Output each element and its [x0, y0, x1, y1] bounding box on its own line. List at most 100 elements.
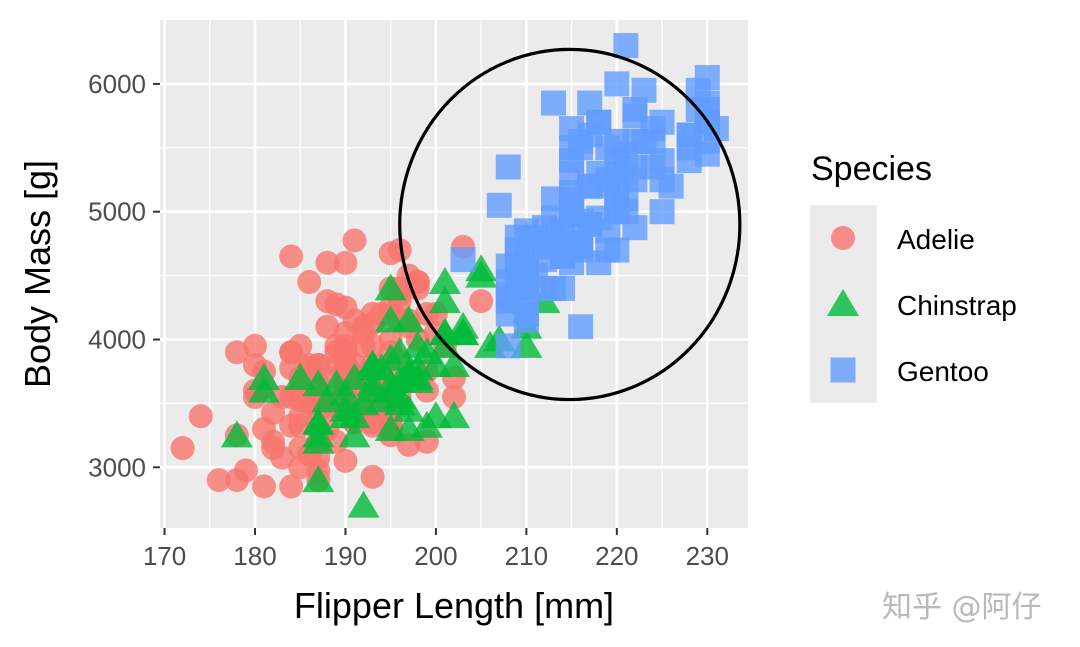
data-point-gentoo — [486, 192, 512, 218]
data-point-adelie — [224, 340, 249, 365]
data-point-adelie — [297, 269, 322, 294]
data-point-chinstrap — [428, 266, 461, 294]
data-point-chinstrap — [465, 260, 498, 288]
data-point-adelie — [442, 385, 466, 410]
data-point-adelie — [360, 464, 385, 489]
data-point-chinstrap — [374, 413, 407, 441]
data-point-chinstrap — [428, 286, 461, 314]
data-point-gentoo — [622, 215, 648, 241]
data-points — [170, 33, 729, 518]
data-point-chinstrap — [338, 362, 371, 390]
data-point-gentoo — [495, 333, 521, 359]
data-point-chinstrap — [374, 369, 407, 397]
data-point-gentoo — [504, 263, 530, 289]
legend-label-gentoo: Gentoo — [897, 356, 989, 387]
data-point-adelie — [469, 289, 494, 314]
data-point-chinstrap — [302, 465, 335, 493]
legend: Species Adelie Chinstrap Gentoo — [810, 150, 1017, 403]
data-point-gentoo — [541, 90, 567, 116]
y-axis: 3000 4000 5000 6000 — [88, 69, 160, 482]
data-point-chinstrap — [365, 385, 398, 413]
data-point-adelie — [252, 474, 277, 499]
data-point-chinstrap — [329, 401, 362, 429]
data-point-gentoo — [568, 314, 594, 340]
y-tick-label: 5000 — [88, 197, 146, 227]
data-point-gentoo — [577, 122, 603, 148]
data-point-adelie — [360, 413, 385, 438]
data-point-chinstrap — [248, 375, 281, 403]
data-point-gentoo — [613, 33, 639, 59]
confidence-ellipse-layer — [398, 47, 742, 402]
legend-label-adelie: Adelie — [897, 224, 975, 255]
legend-label-chinstrap: Chinstrap — [897, 290, 1017, 321]
data-point-gentoo — [595, 218, 621, 244]
data-point-adelie — [206, 468, 231, 493]
y-axis-title: Body Mass [g] — [17, 160, 58, 388]
data-point-adelie — [324, 292, 349, 317]
data-point-gentoo — [694, 141, 720, 167]
x-tick-label: 190 — [324, 541, 367, 571]
data-point-adelie — [333, 321, 358, 346]
data-point-gentoo — [649, 199, 675, 225]
data-point-chinstrap — [401, 353, 434, 381]
data-point-gentoo — [604, 71, 630, 97]
confidence-ellipse — [398, 47, 742, 402]
x-tick-label: 200 — [414, 541, 457, 571]
data-point-gentoo — [613, 186, 639, 212]
legend-key-gentoo — [830, 357, 856, 383]
data-point-adelie — [288, 455, 313, 480]
data-point-chinstrap — [438, 350, 470, 378]
data-point-gentoo — [550, 218, 576, 244]
data-point-adelie — [261, 400, 286, 425]
data-point-chinstrap — [220, 420, 253, 448]
data-point-adelie — [315, 314, 340, 339]
data-point-chinstrap — [392, 394, 425, 422]
data-point-chinstrap — [320, 369, 353, 397]
data-point-adelie — [188, 404, 213, 429]
plot-panel — [160, 20, 748, 528]
data-point-adelie — [342, 228, 367, 253]
data-point-gentoo — [577, 173, 603, 199]
data-point-adelie — [279, 244, 304, 269]
x-tick-label: 220 — [595, 541, 638, 571]
legend-key-chinstrap — [827, 289, 859, 316]
data-point-adelie — [170, 436, 195, 461]
data-point-chinstrap — [410, 410, 443, 438]
data-point-chinstrap — [374, 273, 407, 301]
data-point-chinstrap — [392, 305, 425, 333]
data-point-adelie — [333, 250, 358, 275]
x-tick-label: 210 — [505, 541, 548, 571]
data-point-chinstrap — [284, 362, 317, 390]
data-point-chinstrap — [302, 407, 335, 435]
data-point-adelie — [387, 238, 412, 263]
data-point-chinstrap — [356, 353, 389, 381]
x-axis-title: Flipper Length [mm] — [294, 585, 614, 626]
data-point-chinstrap — [438, 401, 470, 429]
x-tick-label: 230 — [686, 541, 729, 571]
data-point-gentoo — [495, 154, 521, 180]
data-point-gentoo — [495, 301, 521, 327]
x-tick-label: 170 — [143, 541, 186, 571]
data-point-chinstrap — [338, 420, 371, 448]
legend-title: Species — [811, 150, 932, 188]
data-point-adelie — [315, 250, 340, 275]
watermark: 知乎 @阿仔 — [882, 590, 1042, 625]
data-point-gentoo — [622, 96, 648, 122]
data-point-gentoo — [531, 275, 557, 301]
data-point-gentoo — [649, 167, 675, 193]
x-axis: 170 180 190 200 210 220 230 — [143, 528, 729, 571]
data-point-chinstrap — [447, 318, 480, 346]
y-tick-label: 6000 — [88, 69, 146, 99]
y-tick-label: 4000 — [88, 324, 146, 354]
legend-keys — [827, 226, 859, 383]
data-point-chinstrap — [347, 490, 380, 518]
data-point-gentoo — [559, 250, 585, 276]
data-point-adelie — [242, 333, 267, 358]
legend-key-adelie — [831, 226, 855, 250]
data-point-adelie — [333, 448, 358, 473]
data-point-adelie — [224, 468, 249, 493]
y-tick-label: 3000 — [88, 452, 146, 482]
data-point-adelie — [360, 333, 385, 358]
data-point-chinstrap — [374, 343, 407, 371]
